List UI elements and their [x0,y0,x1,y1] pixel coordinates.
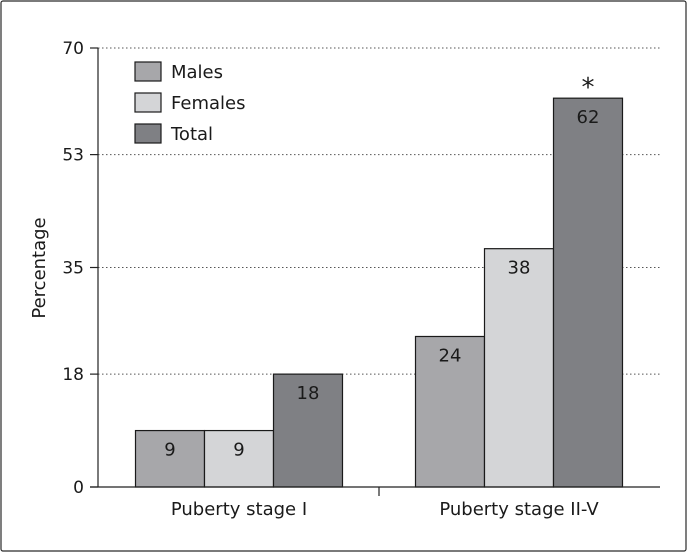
data-label: 24 [439,345,462,366]
bar-females-2 [483,248,555,488]
legend-swatch-total [134,123,162,144]
value-labels: 9 9 18 24 38 62 * [164,73,599,460]
x-category-label: Puberty stage II-V [439,499,599,520]
y-tick-label: 53 [62,146,84,166]
axes: 0 18 35 53 70 Puberty stage I Puberty stage II… [62,39,660,520]
y-tick-label: 18 [62,365,84,385]
y-axis-label: Percentage [29,217,50,318]
y-tick-label: 0 [73,478,84,498]
bar-total-2 [552,97,624,488]
legend-swatch-males [134,61,162,82]
bar-total-1 [272,373,344,488]
data-label: 9 [164,440,175,461]
y-tick-label: 35 [62,259,84,279]
significance-marker: * [582,73,595,103]
y-tick-label: 70 [62,39,84,59]
data-label: 9 [233,440,244,461]
x-category-label: Puberty stage I [171,499,307,520]
legend-label: Females [171,93,245,114]
legend: Males Females Total [134,61,245,145]
bar-males-1 [134,429,206,488]
data-label: 38 [508,258,531,279]
legend-swatch-females [134,92,162,113]
data-label: 18 [297,383,320,404]
legend-label: Males [171,62,223,83]
legend-label: Total [170,124,213,145]
data-label: 62 [577,107,600,128]
